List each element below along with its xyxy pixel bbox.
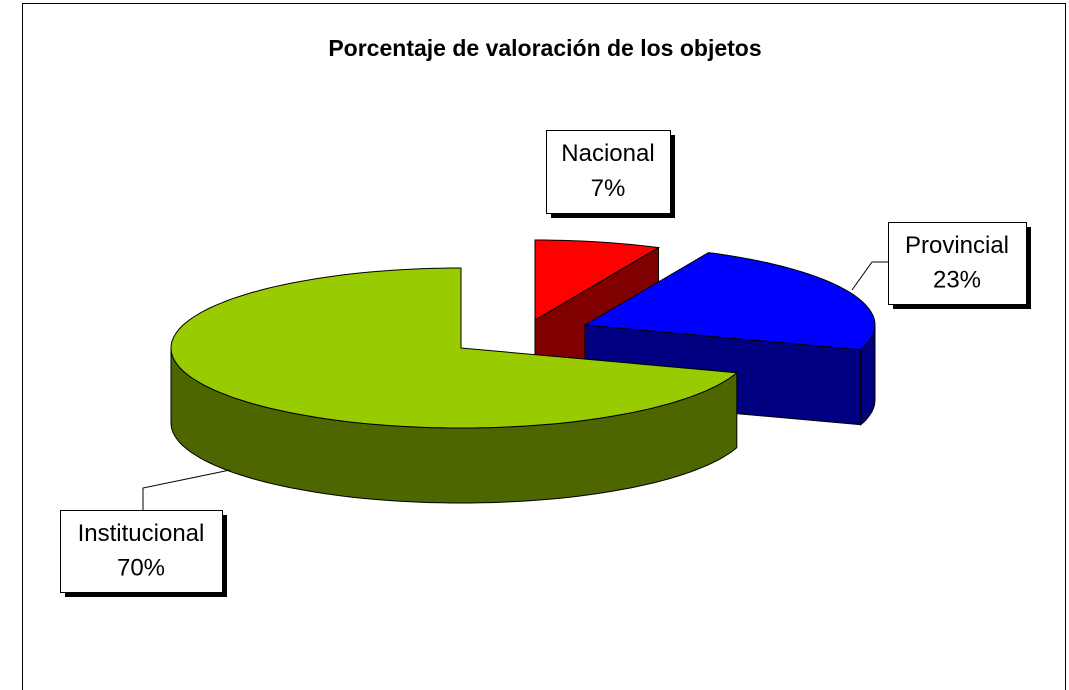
slice [170, 267, 739, 504]
label-box [60, 510, 223, 593]
chart-title: Porcentaje de valoración de los objetos [328, 35, 761, 61]
label-name: Institucional [78, 520, 205, 547]
slice-top [170, 267, 739, 429]
label-name: Nacional [561, 140, 654, 167]
label-name: Provincial [905, 232, 1009, 259]
label-value: 23% [933, 266, 981, 293]
slice-top [583, 252, 876, 351]
label-box [546, 130, 671, 214]
slice-top [534, 239, 661, 321]
label-box [888, 222, 1027, 305]
leader-line [142, 469, 231, 510]
leader-line [851, 261, 888, 291]
label-value: 70% [117, 554, 165, 581]
label-value: 7% [591, 175, 626, 202]
